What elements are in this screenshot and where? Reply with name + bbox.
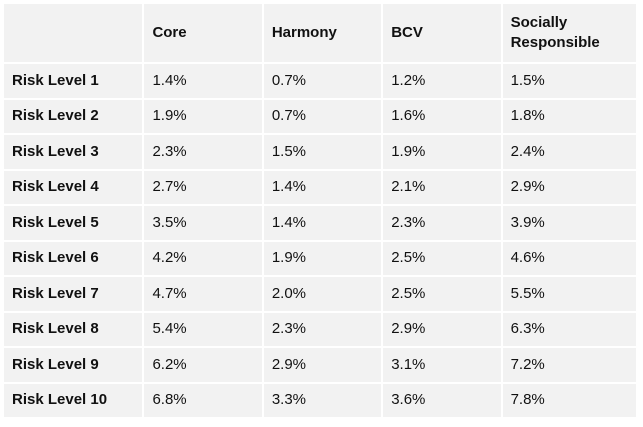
cell-core: 3.5% xyxy=(144,206,262,240)
table-row: Risk Level 9 6.2% 2.9% 3.1% 7.2% xyxy=(4,348,636,382)
column-header-socially-responsible: Socially Responsible xyxy=(502,4,636,62)
cell-socially-responsible: 1.5% xyxy=(502,64,636,98)
cell-harmony: 3.3% xyxy=(263,383,382,417)
cell-core: 2.7% xyxy=(144,170,262,204)
cell-bcv: 2.1% xyxy=(383,170,501,204)
cell-harmony: 1.4% xyxy=(263,206,382,240)
row-label: Risk Level 3 xyxy=(4,135,143,169)
table-row: Risk Level 10 6.8% 3.3% 3.6% 7.8% xyxy=(4,383,636,417)
cell-core: 5.4% xyxy=(144,312,262,346)
row-label: Risk Level 10 xyxy=(4,383,143,417)
table-row: Risk Level 1 1.4% 0.7% 1.2% 1.5% xyxy=(4,64,636,98)
row-label: Risk Level 5 xyxy=(4,206,143,240)
cell-harmony: 1.5% xyxy=(263,135,382,169)
table-row: Risk Level 3 2.3% 1.5% 1.9% 2.4% xyxy=(4,135,636,169)
row-label: Risk Level 2 xyxy=(4,99,143,133)
header-corner-cell xyxy=(4,4,143,62)
cell-core: 2.3% xyxy=(144,135,262,169)
cell-bcv: 3.6% xyxy=(383,383,501,417)
cell-bcv: 3.1% xyxy=(383,348,501,382)
cell-bcv: 2.9% xyxy=(383,312,501,346)
row-label: Risk Level 8 xyxy=(4,312,143,346)
header-row: Core Harmony BCV Socially Responsible xyxy=(4,4,636,62)
row-label: Risk Level 6 xyxy=(4,241,143,275)
cell-socially-responsible: 2.4% xyxy=(502,135,636,169)
cell-harmony: 0.7% xyxy=(263,64,382,98)
row-label: Risk Level 7 xyxy=(4,277,143,311)
cell-socially-responsible: 2.9% xyxy=(502,170,636,204)
table-row: Risk Level 6 4.2% 1.9% 2.5% 4.6% xyxy=(4,241,636,275)
risk-level-table-container: Core Harmony BCV Socially Responsible Ri… xyxy=(2,2,638,419)
cell-bcv: 1.9% xyxy=(383,135,501,169)
cell-socially-responsible: 6.3% xyxy=(502,312,636,346)
cell-bcv: 2.3% xyxy=(383,206,501,240)
cell-core: 6.8% xyxy=(144,383,262,417)
row-label: Risk Level 4 xyxy=(4,170,143,204)
cell-bcv: 2.5% xyxy=(383,277,501,311)
table-row: Risk Level 4 2.7% 1.4% 2.1% 2.9% xyxy=(4,170,636,204)
cell-socially-responsible: 1.8% xyxy=(502,99,636,133)
cell-bcv: 1.6% xyxy=(383,99,501,133)
cell-socially-responsible: 7.8% xyxy=(502,383,636,417)
cell-core: 1.4% xyxy=(144,64,262,98)
cell-socially-responsible: 5.5% xyxy=(502,277,636,311)
cell-core: 4.2% xyxy=(144,241,262,275)
column-header-harmony: Harmony xyxy=(263,4,382,62)
cell-harmony: 1.9% xyxy=(263,241,382,275)
table-row: Risk Level 7 4.7% 2.0% 2.5% 5.5% xyxy=(4,277,636,311)
cell-bcv: 2.5% xyxy=(383,241,501,275)
cell-harmony: 0.7% xyxy=(263,99,382,133)
cell-core: 6.2% xyxy=(144,348,262,382)
cell-socially-responsible: 7.2% xyxy=(502,348,636,382)
table-row: Risk Level 5 3.5% 1.4% 2.3% 3.9% xyxy=(4,206,636,240)
cell-harmony: 1.4% xyxy=(263,170,382,204)
cell-core: 4.7% xyxy=(144,277,262,311)
row-label: Risk Level 9 xyxy=(4,348,143,382)
cell-socially-responsible: 3.9% xyxy=(502,206,636,240)
risk-level-table: Core Harmony BCV Socially Responsible Ri… xyxy=(2,2,638,419)
cell-harmony: 2.0% xyxy=(263,277,382,311)
cell-core: 1.9% xyxy=(144,99,262,133)
cell-bcv: 1.2% xyxy=(383,64,501,98)
table-row: Risk Level 8 5.4% 2.3% 2.9% 6.3% xyxy=(4,312,636,346)
column-header-core: Core xyxy=(144,4,262,62)
column-header-bcv: BCV xyxy=(383,4,501,62)
table-header: Core Harmony BCV Socially Responsible xyxy=(4,4,636,62)
table-row: Risk Level 2 1.9% 0.7% 1.6% 1.8% xyxy=(4,99,636,133)
table-body: Risk Level 1 1.4% 0.7% 1.2% 1.5% Risk Le… xyxy=(4,64,636,417)
cell-socially-responsible: 4.6% xyxy=(502,241,636,275)
row-label: Risk Level 1 xyxy=(4,64,143,98)
cell-harmony: 2.9% xyxy=(263,348,382,382)
cell-harmony: 2.3% xyxy=(263,312,382,346)
